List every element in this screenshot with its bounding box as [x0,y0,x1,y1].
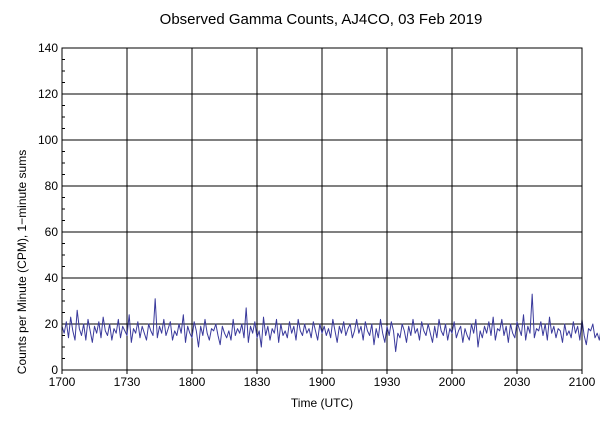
x-axis-label: Time (UTC) [291,396,353,410]
x-tick-label-1930: 1930 [374,375,401,389]
x-tick-label-1800: 1800 [179,375,206,389]
x-tick-label-1700: 1700 [49,375,76,389]
x-tick-labels: 1700 1730 1800 1830 1900 1930 2000 2030 2100 [49,375,596,389]
x-tick-label-1730: 1730 [114,375,141,389]
series-line-gamma-counts [61,293,600,353]
chart-title: Observed Gamma Counts, AJ4CO, 03 Feb 201… [160,11,483,28]
y-tick-label-40: 40 [45,271,59,285]
y-tick-label-20: 20 [45,317,59,331]
y-axis-label: Counts per Minute (CPM), 1−minute sums [15,150,29,374]
x-tick-label-1900: 1900 [309,375,336,389]
y-tick-label-100: 100 [38,133,58,147]
y-tick-label-0: 0 [51,363,58,377]
x-tick-label-1830: 1830 [244,375,271,389]
y-tick-label-120: 120 [38,87,58,101]
y-tick-label-60: 60 [45,225,59,239]
y-tick-labels: 0 20 40 60 80 100 120 140 [38,41,58,377]
plot-frame [61,47,583,371]
grid-lines [61,48,583,374]
y-tick-label-80: 80 [45,179,59,193]
x-tick-label-2030: 2030 [504,375,531,389]
y-tick-label-140: 140 [38,41,58,55]
x-tick-label-2000: 2000 [439,375,466,389]
x-tick-label-2100: 2100 [569,375,596,389]
